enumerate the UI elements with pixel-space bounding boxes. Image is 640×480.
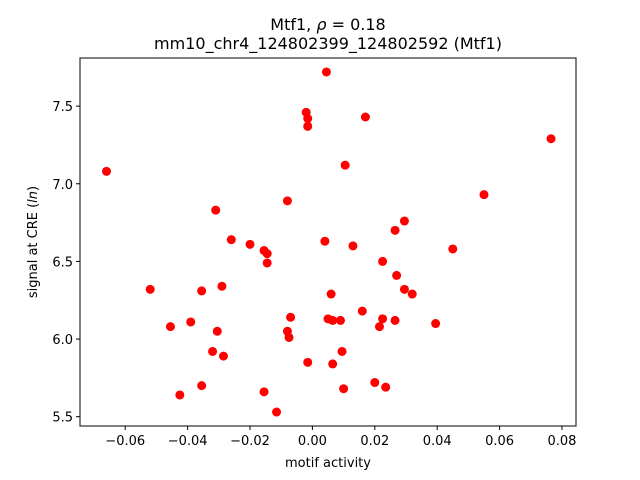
data-point	[303, 114, 313, 124]
data-point	[102, 166, 112, 176]
y-tick-label: 6.5	[52, 255, 73, 270]
data-point	[378, 314, 388, 324]
data-point	[407, 289, 417, 299]
data-point	[374, 322, 384, 332]
data-point	[208, 346, 218, 356]
data-point	[399, 284, 409, 294]
data-point	[226, 235, 236, 245]
data-point	[165, 322, 175, 332]
data-point	[360, 112, 370, 122]
x-tick-label: 0.04	[423, 434, 452, 449]
data-point	[340, 160, 350, 170]
x-tick-label: −0.02	[230, 434, 270, 449]
data-point	[337, 346, 347, 356]
x-axis: −0.06 −0.04 −0.02 0.00 0.02 0.04 0.06 0.08	[105, 426, 576, 449]
data-point	[272, 407, 282, 417]
chart-title-line2: mm10_chr4_124802399_124802592 (Mtf1)	[154, 34, 502, 54]
y-tick-label: 7.5	[52, 100, 73, 115]
y-tick-label: 6.0	[52, 333, 73, 348]
data-point	[245, 239, 255, 249]
data-point	[378, 256, 388, 266]
x-tick-label: 0.02	[360, 434, 389, 449]
data-point	[328, 315, 338, 325]
data-point	[175, 390, 185, 400]
data-point	[259, 387, 269, 397]
data-point	[392, 270, 402, 280]
data-point	[335, 315, 345, 325]
data-point	[370, 378, 380, 388]
x-tick-label: 0.08	[547, 434, 576, 449]
plot-frame	[79, 57, 577, 427]
data-point	[399, 216, 409, 226]
data-point	[390, 225, 400, 235]
data-point	[357, 306, 367, 316]
data-point	[197, 286, 207, 296]
x-tick-label: 0.06	[485, 434, 514, 449]
chart-title-line1: Mtf1, ρ = 0.18	[270, 15, 385, 34]
data-point	[348, 241, 358, 251]
data-point	[326, 289, 336, 299]
data-point	[217, 281, 227, 291]
data-point	[479, 190, 489, 200]
data-point	[211, 205, 221, 215]
data-point	[328, 359, 338, 369]
data-point	[262, 258, 272, 268]
data-point	[303, 121, 313, 131]
x-tick-label: 0.00	[298, 434, 327, 449]
data-point	[339, 384, 349, 394]
y-tick-label: 7.0	[52, 178, 73, 193]
data-point	[431, 319, 441, 329]
data-point	[218, 351, 228, 361]
data-points	[102, 67, 556, 417]
data-point	[262, 249, 272, 259]
data-point	[186, 317, 196, 327]
data-point	[286, 312, 296, 322]
data-point	[284, 332, 294, 342]
data-point	[282, 196, 292, 206]
data-point	[321, 67, 331, 77]
data-point	[320, 236, 330, 246]
data-point	[390, 315, 400, 325]
y-axis: 5.5 6.0 6.5 7.0 7.5	[52, 100, 80, 426]
data-point	[197, 381, 207, 391]
y-axis-label: signal at CRE (ln)	[26, 186, 41, 298]
y-tick-label: 5.5	[52, 411, 73, 426]
data-point	[145, 284, 155, 294]
x-axis-label: motif activity	[285, 456, 371, 471]
data-point	[212, 326, 222, 336]
x-tick-label: −0.06	[105, 434, 145, 449]
data-point	[303, 357, 313, 367]
x-tick-label: −0.04	[168, 434, 208, 449]
data-point	[546, 134, 556, 144]
data-point	[381, 382, 391, 392]
data-point	[448, 244, 458, 254]
